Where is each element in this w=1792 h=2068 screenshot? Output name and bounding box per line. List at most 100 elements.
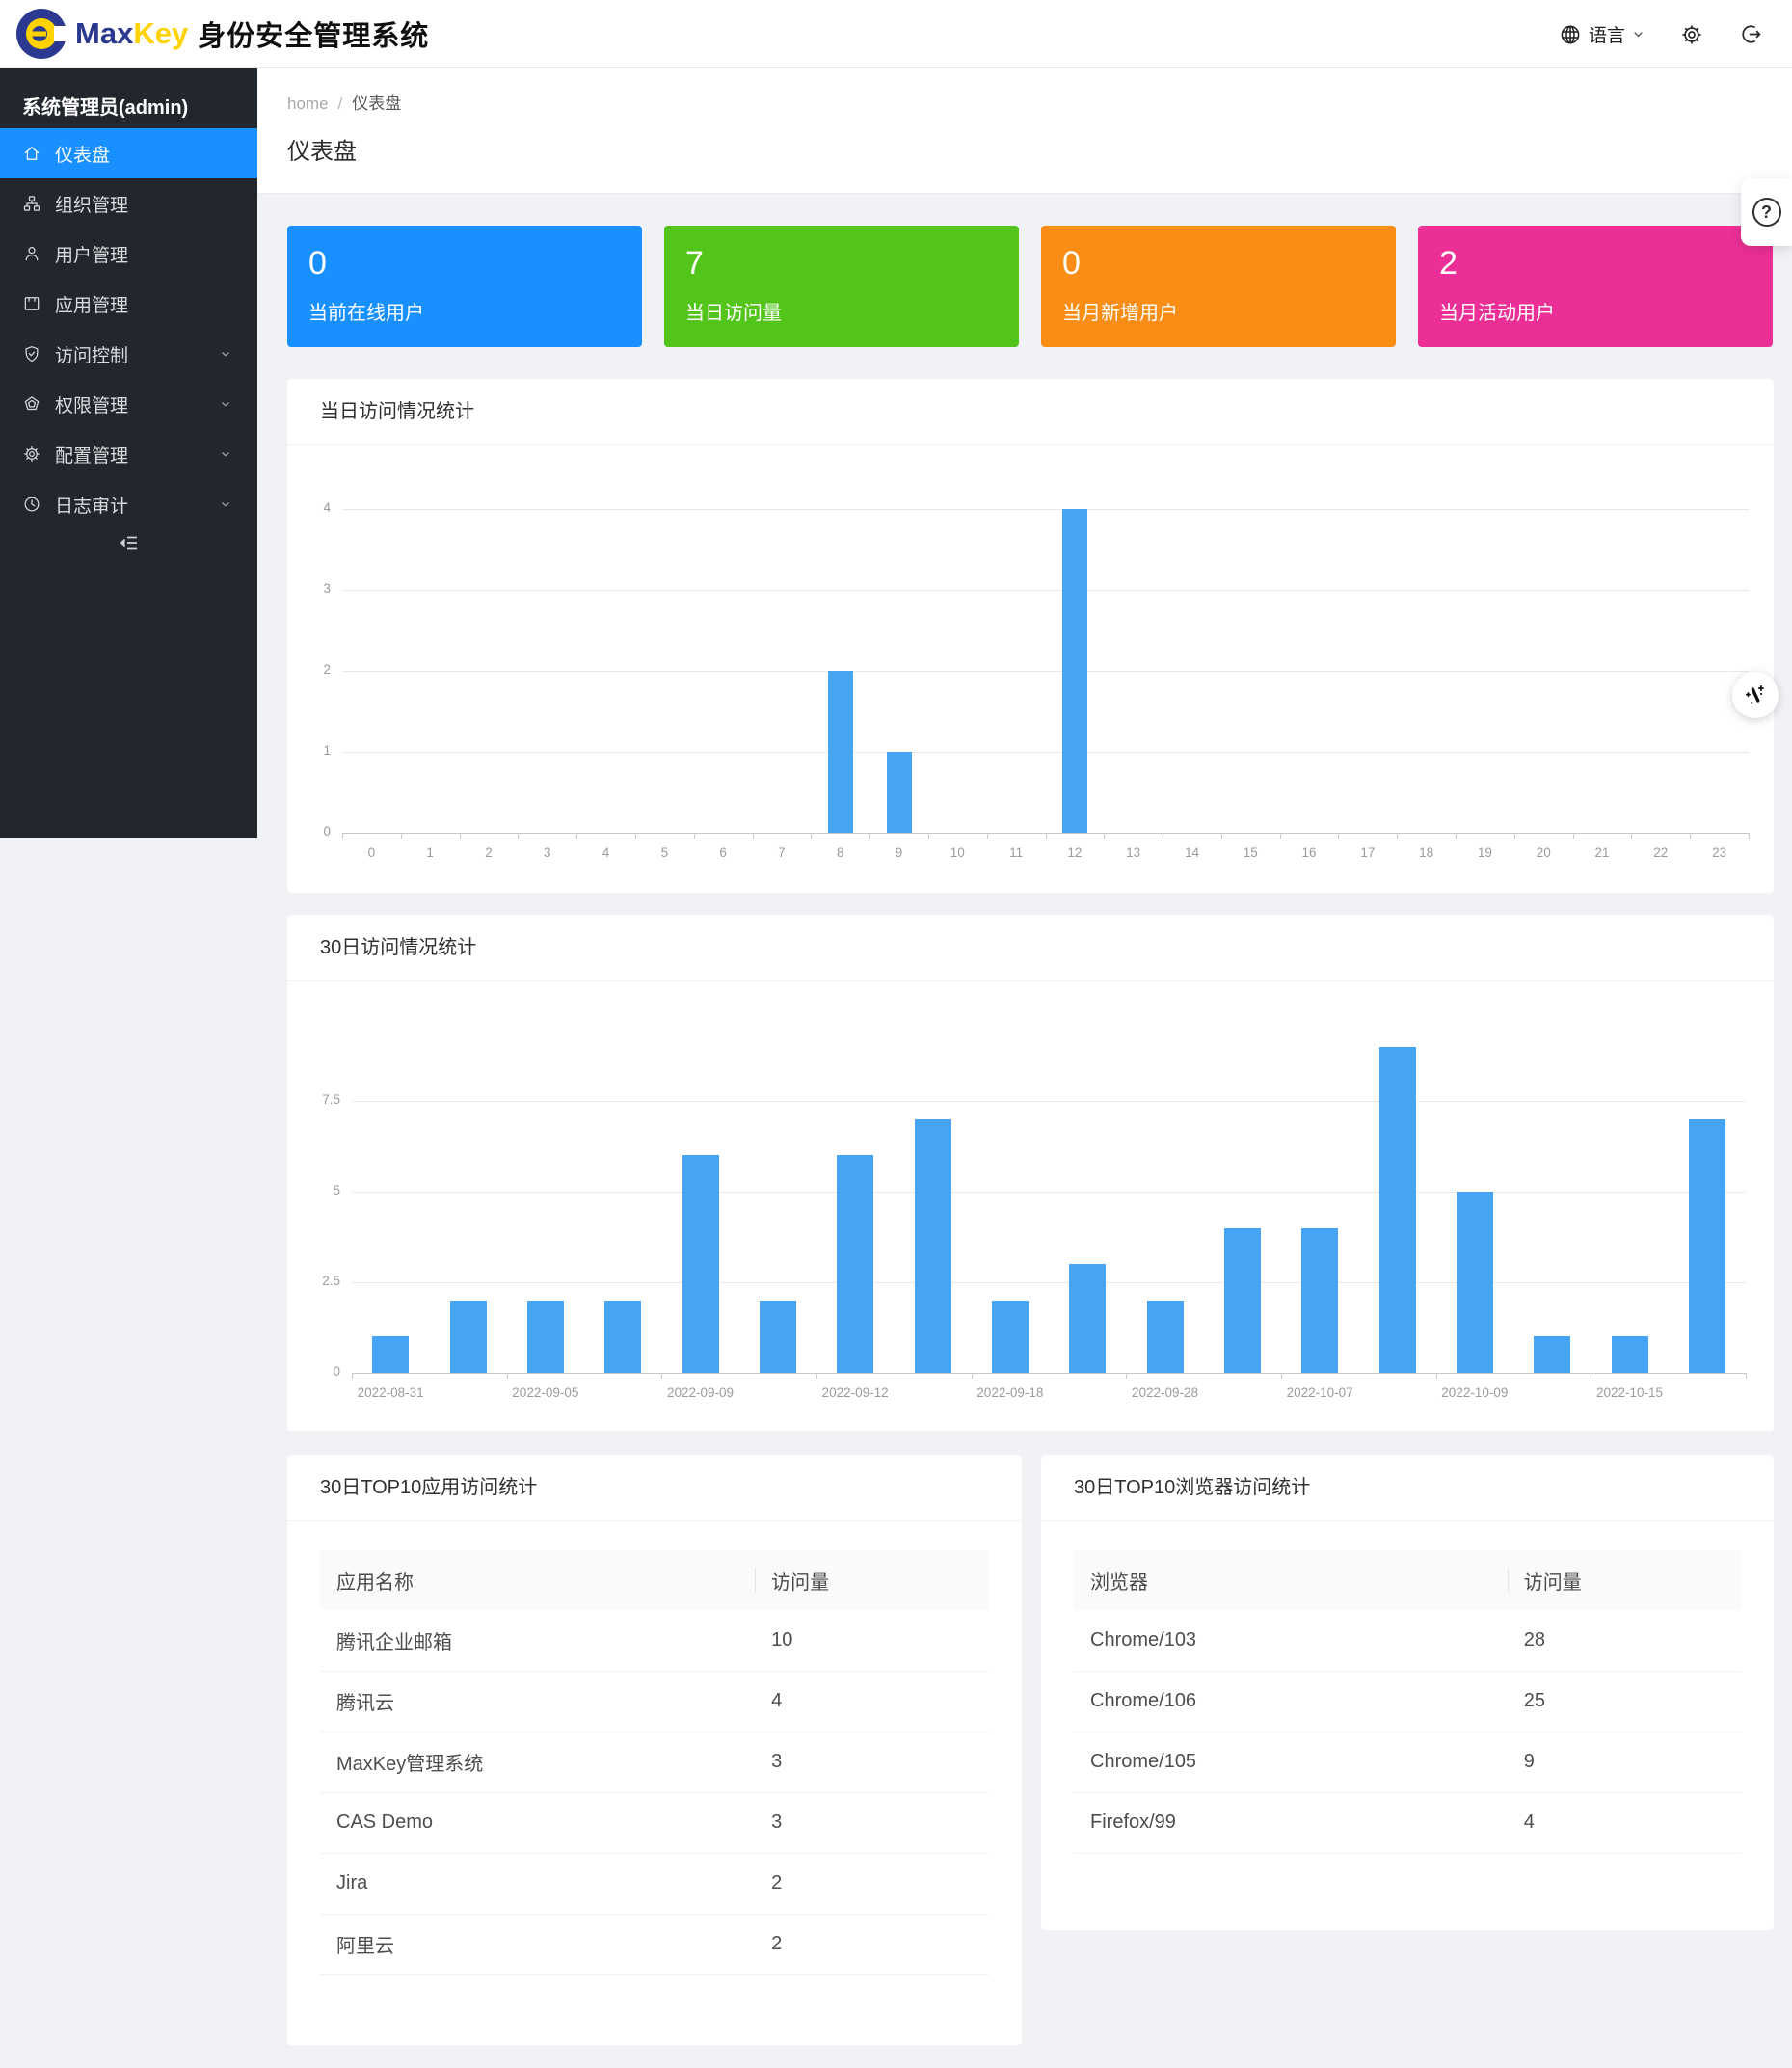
axis-tick	[693, 833, 695, 839]
pentagon-icon	[22, 394, 41, 414]
table-cell: Jira	[320, 1853, 756, 1915]
language-menu[interactable]: 语言	[1559, 21, 1645, 47]
y-axis-label: 4	[323, 500, 331, 515]
y-axis-label: 1	[323, 743, 331, 758]
chart-title: 当日访问情况统计	[287, 379, 1774, 445]
axis-tick	[927, 833, 929, 839]
table-cell: CAS Demo	[320, 1792, 756, 1854]
page-title: 仪表盘	[287, 139, 357, 165]
sidebar-item-0[interactable]: 仪表盘	[0, 128, 257, 178]
table-header-row: 应用名称 访问量	[320, 1550, 989, 1610]
magic-wand-icon	[1743, 683, 1768, 708]
table-cell: 2	[755, 1914, 989, 1975]
axis-tick	[986, 833, 988, 839]
y-axis-label: 3	[323, 581, 331, 596]
question-circle-icon: ?	[1752, 198, 1781, 227]
x-axis-label: 1	[426, 846, 434, 860]
sidebar-item-7[interactable]: 日志审计	[0, 479, 257, 529]
theme-magic-button[interactable]	[1732, 672, 1779, 718]
bar	[372, 1336, 410, 1373]
sidebar-item-1[interactable]: 组织管理	[0, 178, 257, 228]
axis-tick	[1749, 833, 1750, 839]
x-axis-label: 4	[602, 846, 610, 860]
axis-tick	[661, 1373, 663, 1379]
axis-tick	[1126, 1373, 1128, 1379]
table-header-row: 浏览器 访问量	[1074, 1550, 1741, 1610]
axis-tick	[1220, 833, 1222, 839]
column-header: 浏览器	[1074, 1550, 1508, 1610]
table-cell: MaxKey管理系统	[320, 1732, 756, 1793]
column-header: 访问量	[1507, 1550, 1741, 1610]
table-cell: 4	[755, 1671, 989, 1732]
x-axis-label: 7	[778, 846, 786, 860]
table-row: 腾讯企业邮箱 10	[320, 1610, 989, 1672]
bar	[1146, 1300, 1184, 1373]
x-axis-label: 15	[1243, 846, 1258, 860]
stat-label: 当月活动用户	[1439, 303, 1555, 324]
chart-title: 30日访问情况统计	[287, 915, 1774, 981]
brand-max: Max	[75, 16, 134, 50]
bar	[914, 1118, 951, 1373]
bar	[759, 1300, 796, 1373]
app-header: Max Key 身份安全管理系统 语言	[0, 0, 1792, 68]
y-axis-label: 0	[323, 824, 331, 839]
table-cell: 腾讯云	[320, 1671, 756, 1732]
sidebar-menu: 仪表盘 组织管理 用户管理应用管理访问控制 权限管理 配置管理 日志审计	[0, 128, 257, 529]
x-axis-label: 2022-10-15	[1595, 1385, 1664, 1400]
top10-browsers-table: 浏览器 访问量 Chrome/103 28 Chrome/106 25 Chrome/105…	[1074, 1550, 1741, 1854]
stat-value: 0	[308, 245, 327, 282]
bar	[1456, 1192, 1493, 1373]
axis-tick	[1572, 833, 1574, 839]
x-axis-label: 13	[1126, 846, 1141, 860]
logout-icon	[1739, 22, 1763, 46]
bar	[1223, 1227, 1261, 1373]
daily-visits-bar-chart: 0 1 2 3 4 0 1 2 3 4 5 6 7 8 9 10 11 12 13 14 15 16 17 18 19 20 21 2…	[287, 445, 1774, 893]
settings-button[interactable]	[1679, 22, 1704, 47]
column-header: 应用名称	[320, 1550, 756, 1610]
axis-tick	[1435, 1373, 1437, 1379]
bar	[682, 1155, 719, 1373]
axis-tick	[634, 833, 636, 839]
axis-tick	[506, 1373, 508, 1379]
stat-label: 当日访问量	[685, 303, 782, 324]
logout-button[interactable]	[1739, 22, 1763, 46]
axis-tick	[1513, 833, 1515, 839]
axis-tick	[752, 833, 754, 839]
sidebar-item-3[interactable]: 应用管理	[0, 279, 257, 329]
sidebar-item-4[interactable]: 访问控制	[0, 329, 257, 379]
axis-tick	[1746, 1373, 1747, 1379]
x-axis-label: 0	[367, 846, 376, 860]
table-row: Chrome/105 9	[1074, 1732, 1741, 1793]
y-axis-label: 0	[333, 1364, 340, 1379]
monthly-visits-chart-panel: 30日访问情况统计 0 2.5 5 7.5 2022-08-31 2022-09-05 20…	[287, 915, 1774, 1431]
table-cell: 9	[1507, 1732, 1741, 1793]
axis-tick	[869, 833, 871, 839]
stat-cards: 0 当前在线用户 7 当日访问量 0 当月新增用户 2 当月活动用户	[287, 226, 1773, 347]
breadcrumb-home[interactable]: home	[287, 94, 329, 113]
stat-card-0: 0 当前在线用户	[287, 226, 642, 347]
axis-tick	[1279, 833, 1281, 839]
x-axis-label: 11	[1009, 846, 1024, 860]
thirty-day-visits-bar-chart: 0 2.5 5 7.5 2022-08-31 2022-09-05 2022-09-09 20…	[287, 981, 1774, 1431]
y-axis-label: 2	[323, 662, 331, 677]
axis-tick	[1338, 833, 1340, 839]
sidebar-collapse-button[interactable]	[118, 531, 141, 554]
top10-apps-panel: 30日TOP10应用访问统计 应用名称 访问量 腾讯企业邮箱 10 腾讯云 4 MaxKey…	[287, 1455, 1022, 2045]
x-axis-label: 2022-09-18	[976, 1385, 1044, 1400]
bar	[604, 1300, 642, 1373]
gridline	[342, 752, 1749, 753]
sidebar-item-5[interactable]: 权限管理	[0, 379, 257, 429]
sidebar-item-6[interactable]: 配置管理	[0, 429, 257, 479]
axis-tick	[352, 1373, 353, 1379]
stat-card-2: 0 当月新增用户	[1041, 226, 1396, 347]
org-icon	[22, 194, 41, 213]
maxkey-logo-icon	[15, 8, 67, 60]
sidebar-item-2[interactable]: 用户管理	[0, 228, 257, 279]
admin-label: 系统管理员(admin)	[22, 97, 189, 119]
sidebar-item-label: 应用管理	[55, 295, 129, 316]
help-button[interactable]: ?	[1741, 178, 1792, 246]
x-axis-label: 10	[949, 846, 965, 860]
bar	[827, 671, 853, 833]
axis-tick	[1104, 833, 1106, 839]
axis-tick	[400, 833, 402, 839]
